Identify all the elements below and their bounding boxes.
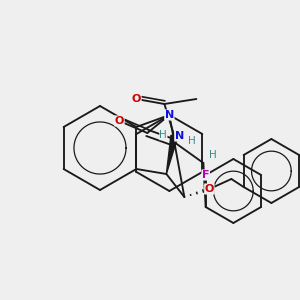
Text: F: F [202,170,209,180]
Text: N: N [175,131,184,141]
Text: H: H [160,130,167,140]
Text: O: O [115,116,124,126]
Text: H: H [188,136,196,146]
Text: O: O [132,94,141,104]
Text: O: O [205,184,214,194]
Text: N: N [165,110,174,120]
Polygon shape [167,135,178,174]
Text: H: H [209,150,217,160]
